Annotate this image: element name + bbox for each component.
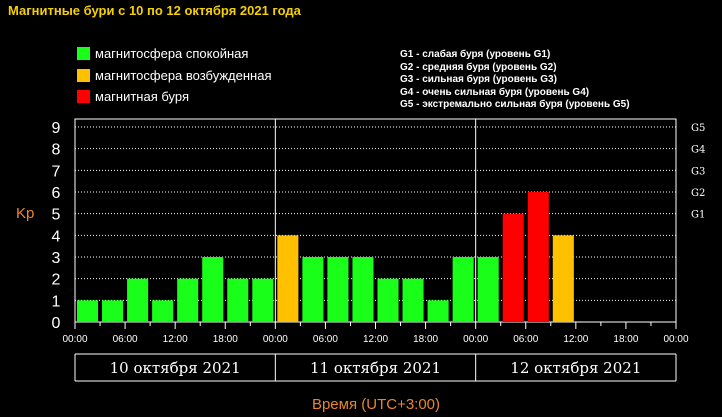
kp-bar bbox=[227, 278, 249, 322]
x-tick-label: 06:00 bbox=[113, 334, 138, 345]
legend-label-storm: магнитная буря bbox=[95, 89, 189, 104]
kp-bar bbox=[277, 235, 299, 322]
y-axis-label: Kp bbox=[16, 205, 34, 222]
x-axis-label: Время (UTC+3:00) bbox=[312, 396, 440, 413]
kp-bar bbox=[552, 235, 574, 322]
g-legend-g1: G1 - слабая буря (уровень G1) bbox=[400, 48, 550, 60]
kp-bar bbox=[152, 300, 174, 322]
x-tick-label: 18:00 bbox=[213, 334, 238, 345]
kp-bar bbox=[252, 278, 274, 322]
legend-swatch-active bbox=[77, 69, 90, 82]
x-tick-label: 00:00 bbox=[62, 334, 87, 345]
g-tick-label: G4 bbox=[691, 145, 705, 156]
kp-bar bbox=[302, 257, 324, 322]
x-tick-label: 18:00 bbox=[413, 334, 438, 345]
kp-bar bbox=[102, 300, 124, 322]
g-level-legend: G1 - слабая буря (уровень G1) G2 - средн… bbox=[400, 48, 630, 110]
g-tick-label: G2 bbox=[691, 188, 705, 199]
kp-bar bbox=[77, 300, 99, 322]
kp-bar bbox=[377, 278, 399, 322]
kp-bar bbox=[177, 278, 199, 322]
x-tick-label: 00:00 bbox=[663, 334, 688, 345]
g-legend-g2: G2 - средняя буря (уровень G2) bbox=[400, 61, 557, 73]
x-tick-label: 06:00 bbox=[513, 334, 538, 345]
y-tick-label: 6 bbox=[52, 185, 61, 202]
x-tick-label: 00:00 bbox=[463, 334, 488, 345]
plot-area: 0 1 2 3 4 5 6 7 8 9 G1 G2 G3 G4 G5 00:00 06:00 12:00 18:00… bbox=[52, 118, 705, 382]
g-tick-label: G3 bbox=[691, 166, 705, 177]
g-legend-g5: G5 - экстремально сильная буря (уровень … bbox=[400, 98, 630, 110]
day-label: 11 октября 2021 bbox=[310, 359, 441, 377]
kp-bar bbox=[127, 278, 149, 322]
y-tick-label: 4 bbox=[52, 228, 61, 245]
y-tick-label: 3 bbox=[52, 250, 61, 267]
kp-bar bbox=[452, 257, 474, 322]
kp-bar bbox=[402, 278, 424, 322]
x-tick-label: 18:00 bbox=[613, 334, 638, 345]
y-tick-label: 2 bbox=[52, 272, 61, 289]
g-tick-label: G1 bbox=[691, 210, 705, 221]
x-tick-label: 06:00 bbox=[313, 334, 338, 345]
kp-bar bbox=[327, 257, 349, 322]
kp-bar bbox=[352, 257, 374, 322]
chart-title: Магнитные бури с 10 по 12 октября 2021 г… bbox=[8, 3, 302, 18]
kp-bar bbox=[427, 300, 449, 322]
day-label: 10 октября 2021 bbox=[110, 359, 241, 377]
kp-bar bbox=[202, 257, 224, 322]
plot-frame bbox=[74, 118, 677, 323]
legend-swatch-calm bbox=[77, 47, 90, 60]
x-tick-label: 12:00 bbox=[163, 334, 188, 345]
y-tick-label: 9 bbox=[52, 120, 61, 137]
kp-bar bbox=[477, 257, 499, 322]
legend-label-calm: магнитосфера спокойная bbox=[95, 46, 248, 61]
y-tick-label: 0 bbox=[52, 315, 61, 332]
y-tick-label: 1 bbox=[52, 293, 61, 310]
y-tick-label: 5 bbox=[52, 207, 61, 224]
x-tick-label: 00:00 bbox=[263, 334, 288, 345]
day-label: 12 октября 2021 bbox=[510, 359, 641, 377]
color-legend: магнитосфера спокойная магнитосфера возб… bbox=[77, 46, 272, 104]
g-legend-g3: G3 - сильная буря (уровень G3) bbox=[400, 73, 557, 85]
y-tick-label: 8 bbox=[52, 142, 61, 159]
x-tick-label: 12:00 bbox=[563, 334, 588, 345]
legend-swatch-storm bbox=[77, 90, 90, 103]
g-legend-g4: G4 - очень сильная буря (уровень G4) bbox=[400, 86, 589, 98]
kp-bar bbox=[527, 192, 549, 322]
x-tick-label: 12:00 bbox=[363, 334, 388, 345]
g-tick-label: G5 bbox=[691, 123, 705, 134]
kp-bar bbox=[502, 213, 524, 322]
y-tick-label: 7 bbox=[52, 163, 61, 180]
legend-label-active: магнитосфера возбужденная bbox=[95, 68, 272, 83]
